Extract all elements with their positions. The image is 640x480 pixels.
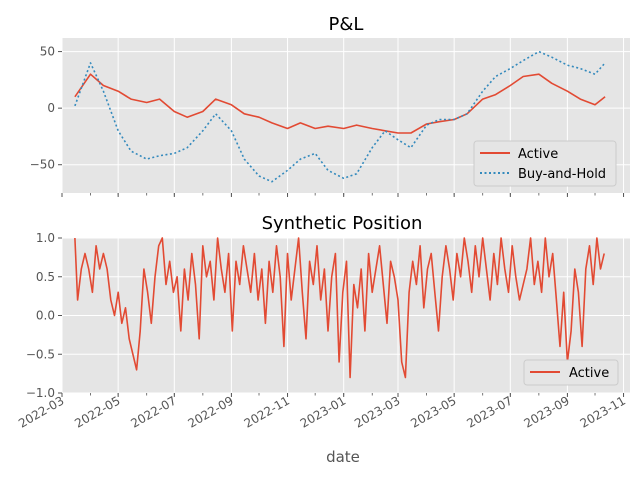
pnl-legend: Active Buy-and-Hold bbox=[473, 140, 617, 187]
position-y-tick-label: 0.5 bbox=[36, 270, 55, 284]
position-panel: −1.0 −0.5 0.0 0.5 1.0 2022-03 2022-05 2022-07 2… bbox=[16, 213, 630, 466]
pnl-legend-active-label: Active bbox=[518, 147, 558, 162]
pnl-series-active-line bbox=[74, 73, 606, 134]
x-axis-label: date bbox=[326, 448, 360, 466]
position-series-active-line bbox=[74, 237, 605, 379]
position-x-tick-label: 2023-05 bbox=[408, 393, 458, 430]
pnl-lines bbox=[74, 50, 606, 183]
position-y-tick-label: 1.0 bbox=[36, 231, 55, 245]
position-x-tick-label: 2022-05 bbox=[72, 393, 122, 430]
position-legend-box bbox=[523, 359, 619, 386]
position-y-tick-label: −0.5 bbox=[26, 347, 55, 361]
position-x-tick-label: 2023-11 bbox=[578, 393, 628, 430]
pnl-y-tick-label: −50 bbox=[30, 158, 55, 172]
pnl-y-ticks: −50 0 50 bbox=[30, 45, 62, 172]
position-y-ticks: −1.0 −0.5 0.0 0.5 1.0 bbox=[26, 231, 62, 400]
position-x-tick-label: 2023-09 bbox=[521, 393, 571, 430]
position-legend: Active bbox=[523, 359, 619, 386]
pnl-x-ticks bbox=[61, 193, 625, 197]
position-x-tick-label: 2023-01 bbox=[298, 393, 348, 430]
position-x-tick-label: 2022-09 bbox=[185, 393, 235, 430]
position-grid bbox=[61, 237, 630, 394]
position-lines bbox=[74, 237, 605, 379]
position-x-tick-label: 2023-07 bbox=[464, 393, 514, 430]
position-x-tick-label: 2023-03 bbox=[352, 393, 402, 430]
pnl-y-tick-label: 0 bbox=[47, 101, 55, 115]
position-y-tick-label: −1.0 bbox=[26, 386, 55, 400]
pnl-y-tick-label: 50 bbox=[40, 45, 55, 59]
pnl-legend-bh-label: Buy-and-Hold bbox=[518, 167, 606, 182]
position-x-ticks: 2022-03 2022-05 2022-07 2022-09 2022-11 2023-… bbox=[16, 393, 628, 431]
position-legend-active-label: Active bbox=[569, 366, 609, 381]
pnl-title: P&L bbox=[329, 14, 364, 35]
position-x-tick-label: 2022-11 bbox=[242, 393, 292, 430]
position-title: Synthetic Position bbox=[262, 213, 423, 234]
position-y-tick-label: 0.0 bbox=[36, 309, 55, 323]
pnl-series-buy-and-hold-line bbox=[74, 50, 606, 183]
position-x-tick-label: 2022-07 bbox=[128, 393, 178, 430]
pnl-panel: −50 0 50 P&L Active Buy-and-Hold bbox=[30, 14, 630, 197]
